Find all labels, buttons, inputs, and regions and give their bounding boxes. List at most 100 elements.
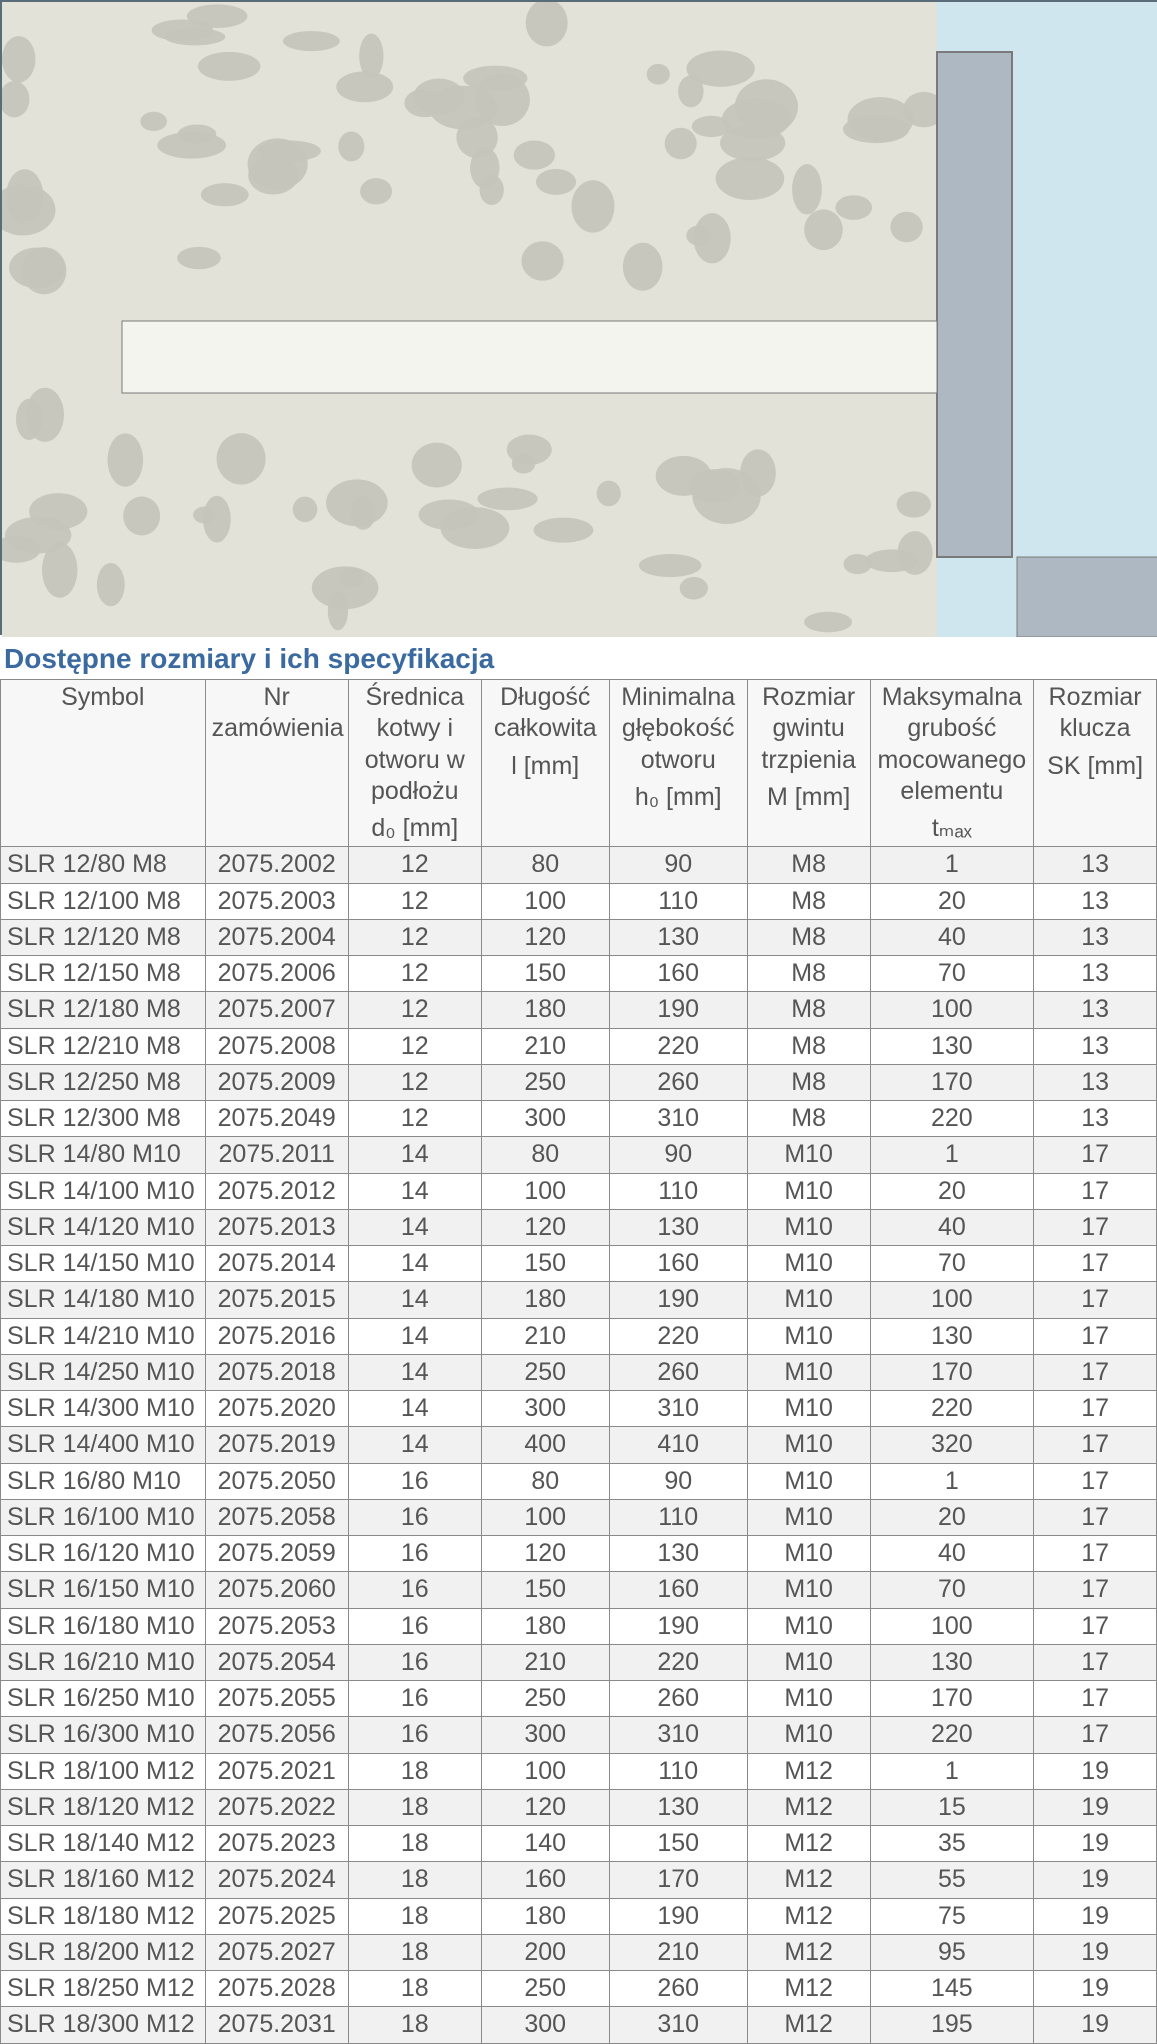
table-cell: 2075.2053 <box>205 1608 348 1644</box>
table-cell: 210 <box>481 1644 609 1680</box>
table-cell: 250 <box>481 1064 609 1100</box>
table-cell: 2075.2009 <box>205 1064 348 1100</box>
table-cell: 110 <box>609 1499 747 1535</box>
table-cell: 150 <box>481 956 609 992</box>
table-cell: 70 <box>870 956 1034 992</box>
table-cell: 310 <box>609 2007 747 2043</box>
table-cell: 2075.2012 <box>205 1173 348 1209</box>
table-row: SLR 16/250 M102075.205516250260M1017017 <box>1 1681 1157 1717</box>
table-cell: 310 <box>609 1391 747 1427</box>
table-cell: 2075.2031 <box>205 2007 348 2043</box>
table-cell: 18 <box>348 1934 481 1970</box>
table-cell: 18 <box>348 2007 481 2043</box>
table-cell: 16 <box>348 1536 481 1572</box>
table-cell: M10 <box>747 1246 870 1282</box>
table-cell: 13 <box>1034 919 1157 955</box>
table-row: SLR 12/100 M82075.200312100110M82013 <box>1 883 1157 919</box>
table-cell: 150 <box>609 1826 747 1862</box>
table-row: SLR 18/160 M122075.202418160170M125519 <box>1 1862 1157 1898</box>
table-row: SLR 12/120 M82075.200412120130M84013 <box>1 919 1157 955</box>
table-cell: 2075.2054 <box>205 1644 348 1680</box>
table-cell: SLR 14/180 M10 <box>1 1282 206 1318</box>
table-cell: 200 <box>481 1934 609 1970</box>
table-cell: SLR 18/140 M12 <box>1 1826 206 1862</box>
table-cell: SLR 16/120 M10 <box>1 1536 206 1572</box>
table-cell: M12 <box>747 1971 870 2007</box>
table-cell: M8 <box>747 992 870 1028</box>
table-cell: 400 <box>481 1427 609 1463</box>
table-cell: SLR 12/100 M8 <box>1 883 206 919</box>
table-cell: M8 <box>747 919 870 955</box>
table-cell: 15 <box>870 1789 1034 1825</box>
table-cell: M12 <box>747 1934 870 1970</box>
table-row: SLR 12/180 M82075.200712180190M810013 <box>1 992 1157 1028</box>
table-cell: SLR 12/120 M8 <box>1 919 206 955</box>
table-row: SLR 14/250 M102075.201814250260M1017017 <box>1 1354 1157 1390</box>
table-header-row: SymbolNr zamówieniaŚrednica kotwy i otwo… <box>1 680 1157 847</box>
table-cell: M10 <box>747 1391 870 1427</box>
table-cell: SLR 16/250 M10 <box>1 1681 206 1717</box>
table-cell: 310 <box>609 1101 747 1137</box>
table-cell: 13 <box>1034 1064 1157 1100</box>
table-row: SLR 14/100 M102075.201214100110M102017 <box>1 1173 1157 1209</box>
table-cell: 2075.2049 <box>205 1101 348 1137</box>
table-cell: 17 <box>1034 1644 1157 1680</box>
table-cell: 2075.2024 <box>205 1862 348 1898</box>
table-cell: 55 <box>870 1862 1034 1898</box>
table-cell: 14 <box>348 1246 481 1282</box>
table-row: SLR 14/210 M102075.201614210220M1013017 <box>1 1318 1157 1354</box>
table-cell: M10 <box>747 1318 870 1354</box>
table-cell: 19 <box>1034 1862 1157 1898</box>
table-cell: 13 <box>1034 883 1157 919</box>
table-cell: 35 <box>870 1826 1034 1862</box>
table-cell: 100 <box>870 992 1034 1028</box>
table-cell: SLR 12/210 M8 <box>1 1028 206 1064</box>
table-row: SLR 16/210 M102075.205416210220M1013017 <box>1 1644 1157 1680</box>
col-header: Minimalna głębokość otworuh₀ [mm] <box>609 680 747 847</box>
table-cell: 250 <box>481 1971 609 2007</box>
table-cell: 12 <box>348 1064 481 1100</box>
table-cell: M8 <box>747 1101 870 1137</box>
table-cell: 1 <box>870 847 1034 883</box>
table-cell: 220 <box>609 1318 747 1354</box>
table-row: SLR 16/150 M102075.206016150160M107017 <box>1 1572 1157 1608</box>
table-cell: 14 <box>348 1427 481 1463</box>
table-cell: SLR 14/250 M10 <box>1 1354 206 1390</box>
table-cell: M10 <box>747 1427 870 1463</box>
table-cell: 14 <box>348 1209 481 1245</box>
table-cell: M10 <box>747 1717 870 1753</box>
table-row: SLR 12/150 M82075.200612150160M87013 <box>1 956 1157 992</box>
table-cell: SLR 16/210 M10 <box>1 1644 206 1680</box>
table-cell: 130 <box>609 919 747 955</box>
anchor-diagram <box>0 0 1157 635</box>
table-cell: 2075.2023 <box>205 1826 348 1862</box>
table-cell: 90 <box>609 1463 747 1499</box>
table-cell: 13 <box>1034 956 1157 992</box>
table-cell: 300 <box>481 1391 609 1427</box>
table-cell: 2075.2008 <box>205 1028 348 1064</box>
table-cell: 2075.2007 <box>205 992 348 1028</box>
table-cell: M10 <box>747 1173 870 1209</box>
table-cell: 190 <box>609 1608 747 1644</box>
table-cell: SLR 12/150 M8 <box>1 956 206 992</box>
table-cell: 19 <box>1034 1753 1157 1789</box>
table-cell: 18 <box>348 1753 481 1789</box>
table-row: SLR 18/120 M122075.202218120130M121519 <box>1 1789 1157 1825</box>
table-cell: SLR 18/120 M12 <box>1 1789 206 1825</box>
table-cell: 120 <box>481 1536 609 1572</box>
table-cell: 16 <box>348 1499 481 1535</box>
table-cell: 190 <box>609 992 747 1028</box>
table-cell: 260 <box>609 1681 747 1717</box>
table-cell: 2075.2022 <box>205 1789 348 1825</box>
table-cell: 2075.2050 <box>205 1463 348 1499</box>
table-cell: SLR 14/210 M10 <box>1 1318 206 1354</box>
table-cell: 1 <box>870 1753 1034 1789</box>
table-cell: 220 <box>870 1101 1034 1137</box>
table-cell: M12 <box>747 2007 870 2043</box>
table-cell: 2075.2027 <box>205 1934 348 1970</box>
table-row: SLR 18/250 M122075.202818250260M1214519 <box>1 1971 1157 2007</box>
table-cell: 19 <box>1034 1934 1157 1970</box>
table-row: SLR 18/200 M122075.202718200210M129519 <box>1 1934 1157 1970</box>
table-cell: 18 <box>348 1826 481 1862</box>
table-row: SLR 16/80 M102075.2050168090M10117 <box>1 1463 1157 1499</box>
